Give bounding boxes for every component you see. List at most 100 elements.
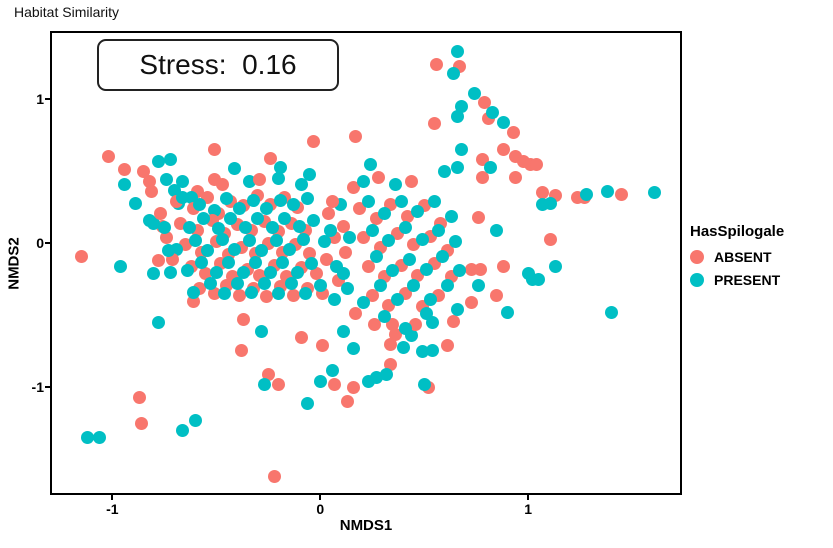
legend-title: HasSpilogale: [690, 223, 785, 240]
data-point: [428, 195, 442, 209]
data-point: [411, 205, 425, 219]
data-point: [363, 157, 377, 171]
data-point: [536, 186, 550, 200]
data-point: [446, 66, 460, 80]
data-point: [440, 278, 454, 292]
data-point: [265, 221, 279, 235]
data-point: [303, 167, 317, 181]
data-point: [101, 150, 115, 164]
y-tick-label: -1: [31, 378, 44, 395]
data-point: [294, 177, 308, 191]
data-point: [373, 278, 387, 292]
data-point: [471, 210, 485, 224]
data-point: [477, 95, 491, 109]
data-point: [486, 105, 500, 119]
data-point: [452, 264, 466, 278]
data-point: [195, 255, 209, 269]
data-point: [382, 234, 396, 247]
data-point: [128, 196, 142, 210]
data-point: [272, 378, 286, 392]
data-point: [259, 202, 273, 216]
data-point: [401, 209, 414, 223]
data-point: [220, 192, 234, 206]
y-tick-label: 0: [36, 234, 44, 251]
x-tick-label: -1: [106, 501, 119, 517]
data-point: [396, 340, 410, 354]
data-point: [151, 154, 165, 168]
chart-title: Habitat Similarity: [14, 4, 120, 20]
data-point: [398, 321, 412, 335]
data-point: [263, 265, 277, 279]
data-point: [164, 153, 177, 167]
data-point: [272, 287, 286, 301]
data-point: [490, 288, 504, 302]
data-point: [143, 174, 157, 188]
data-point: [176, 174, 190, 188]
data-point: [307, 134, 321, 148]
data-point: [388, 177, 402, 191]
y-tick-mark: [45, 241, 50, 244]
legend-item-label: ABSENT: [714, 249, 772, 265]
data-point: [369, 370, 383, 384]
data-point: [236, 313, 250, 327]
data-point: [215, 177, 229, 191]
data-point: [361, 259, 375, 273]
data-point: [324, 223, 338, 237]
data-point: [164, 265, 177, 279]
data-point: [118, 163, 132, 177]
data-point: [529, 157, 543, 171]
data-point: [207, 203, 221, 217]
data-point: [446, 314, 460, 328]
data-point: [118, 177, 132, 191]
data-point: [423, 293, 437, 307]
data-point: [326, 363, 340, 377]
data-point: [365, 223, 379, 237]
data-point: [548, 259, 562, 273]
data-point: [436, 249, 450, 263]
data-point: [186, 285, 200, 299]
data-point: [74, 249, 88, 263]
data-point: [303, 246, 317, 260]
x-tick-mark: [111, 495, 114, 500]
data-point: [371, 170, 385, 184]
present-swatch-icon: [690, 273, 704, 287]
data-point: [648, 186, 662, 200]
data-point: [222, 255, 236, 269]
data-point: [193, 197, 207, 211]
data-point: [409, 317, 423, 331]
data-point: [278, 212, 292, 226]
data-point: [536, 197, 550, 211]
data-point: [284, 277, 298, 291]
data-point: [315, 339, 329, 353]
data-point: [263, 151, 277, 165]
data-point: [267, 470, 281, 484]
data-point: [432, 223, 446, 237]
data-point: [473, 262, 487, 276]
data-point: [257, 277, 271, 291]
data-point: [274, 160, 288, 174]
data-point: [299, 287, 313, 301]
data-point: [145, 185, 159, 198]
data-point: [490, 223, 504, 237]
data-point: [317, 235, 331, 249]
data-point: [405, 174, 419, 188]
data-point: [276, 255, 290, 269]
data-point: [346, 380, 360, 394]
data-point: [132, 391, 146, 405]
x-axis-label: NMDS1: [339, 517, 393, 534]
x-tick-mark: [527, 495, 530, 500]
data-point: [161, 244, 175, 258]
data-point: [336, 219, 350, 233]
data-point: [450, 160, 464, 174]
data-point: [309, 267, 323, 281]
data-point: [419, 262, 433, 276]
data-point: [209, 265, 223, 279]
x-tick-label: 0: [316, 501, 325, 517]
data-point: [114, 259, 128, 273]
data-point: [444, 209, 458, 223]
data-point: [290, 265, 304, 279]
data-point: [604, 306, 618, 320]
data-point: [484, 160, 498, 174]
data-point: [159, 231, 173, 245]
data-point: [448, 235, 462, 249]
